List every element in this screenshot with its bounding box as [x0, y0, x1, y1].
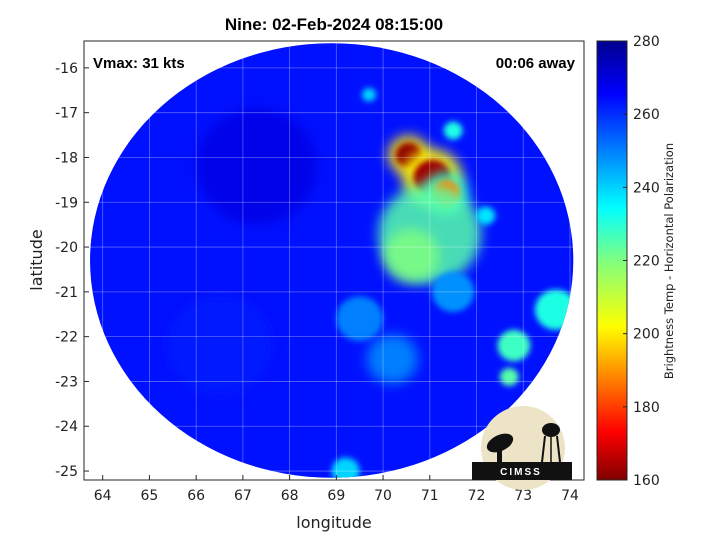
time-away-annotation: 00:06 away [496, 55, 576, 72]
y-tick-label: -17 [55, 106, 78, 122]
colorbar-tick-label: 180 [633, 400, 660, 416]
features-layer [168, 88, 574, 478]
brightness-feature [336, 296, 384, 342]
colorbar-tick-label: 240 [633, 180, 660, 196]
vmax-annotation: Vmax: 31 kts [93, 55, 185, 72]
brightness-feature [476, 206, 496, 225]
colorbar-label: Brightness Temp - Horizontal Polarizatio… [662, 143, 676, 379]
x-axis-label: longitude [296, 513, 371, 532]
x-tick-label: 71 [421, 488, 439, 504]
colorbar-tick-label: 280 [633, 34, 660, 50]
cimss-logo: CIMSS [472, 406, 572, 490]
brightness-feature [362, 88, 377, 102]
y-tick-label: -22 [55, 330, 78, 346]
chart-title: Nine: 02-Feb-2024 08:15:00 [225, 15, 443, 34]
x-tick-label: 66 [187, 488, 205, 504]
y-tick-label: -21 [55, 285, 78, 301]
colorbar-tick-label: 160 [633, 473, 660, 489]
y-tick-label: -24 [55, 419, 78, 435]
x-axis-ticks: 64 65 66 67 68 69 70 71 72 73 74 [94, 475, 579, 504]
x-tick-label: 74 [561, 488, 579, 504]
x-tick-label: 67 [234, 488, 252, 504]
y-tick-label: -23 [55, 374, 78, 390]
swath-background [90, 43, 574, 478]
x-tick-label: 69 [327, 488, 345, 504]
x-tick-label: 70 [374, 488, 392, 504]
plot-area [84, 41, 584, 480]
y-tick-label: -20 [55, 240, 78, 256]
colorbar-ticks: 280 260 240 220 200 180 160 [623, 34, 660, 489]
y-axis-label: latitude [27, 229, 46, 290]
colorbar-tick-label: 220 [633, 254, 660, 270]
logo-text: CIMSS [500, 467, 542, 478]
colorbar [596, 40, 628, 481]
brightness-feature [196, 108, 318, 225]
microwave-swath [90, 43, 574, 478]
brightness-feature [432, 271, 475, 313]
x-tick-label: 65 [141, 488, 159, 504]
y-tick-label: -19 [55, 195, 78, 211]
brightness-feature [168, 296, 271, 395]
colorbar-tick-label: 260 [633, 107, 660, 123]
brightness-feature [499, 368, 519, 386]
x-tick-label: 64 [94, 488, 112, 504]
brightness-feature [443, 121, 463, 140]
brightness-feature [497, 329, 531, 362]
x-tick-label: 68 [281, 488, 299, 504]
x-tick-label: 73 [514, 488, 532, 504]
y-tick-label: -16 [55, 61, 78, 77]
water-tower-icon [542, 423, 560, 437]
dish-mount-icon [497, 448, 502, 462]
y-axis-ticks: -16 -17 -18 -19 -20 -21 -22 -23 -24 -25 [55, 61, 89, 480]
colorbar-tick-label: 200 [633, 327, 660, 343]
brightness-feature [383, 229, 440, 283]
y-tick-label: -25 [55, 464, 78, 480]
x-tick-label: 72 [468, 488, 486, 504]
y-tick-label: -18 [55, 150, 78, 166]
axes-box [83, 40, 585, 481]
logo-banner [472, 462, 572, 480]
brightness-feature [366, 334, 419, 384]
satellite-dish-icon [486, 433, 514, 453]
